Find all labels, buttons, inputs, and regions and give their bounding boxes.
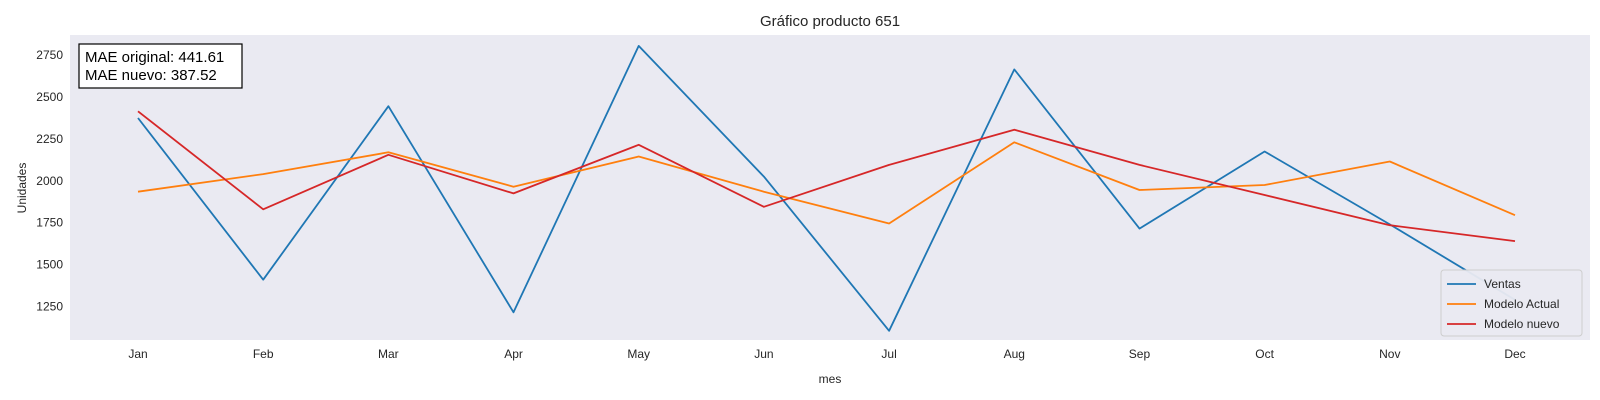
y-tick-label: 2250 <box>36 132 63 146</box>
x-tick-label: Jan <box>128 347 147 361</box>
x-tick-label: Nov <box>1379 347 1400 361</box>
x-tick-label: Aug <box>1004 347 1025 361</box>
legend: Ventas Modelo Actual Modelo nuevo <box>1440 269 1583 337</box>
series-line-ventas <box>137 45 1516 332</box>
x-tick-labels: Jan Feb Mar Apr May Jun Jul Aug Sep Oct Nov Dec <box>128 347 1525 361</box>
y-axis-label: Unidades <box>15 163 29 214</box>
series-line-modelo-nuevo <box>137 110 1516 242</box>
x-axis-label: mes <box>819 372 842 386</box>
chart-title: Gráfico producto 651 <box>760 13 900 30</box>
series-lines <box>137 45 1516 332</box>
mae-original-text: MAE original: 441.61 <box>85 49 224 66</box>
mae-annotation-box: MAE original: 441.61 MAE nuevo: 387.52 <box>78 43 243 89</box>
series-line-modelo-actual <box>137 141 1516 225</box>
x-tick-label: Jul <box>881 347 896 361</box>
y-tick-label: 2500 <box>36 90 63 104</box>
y-tick-label: 2000 <box>36 174 63 188</box>
x-tick-label: Sep <box>1129 347 1151 361</box>
mae-nuevo-text: MAE nuevo: 387.52 <box>85 67 217 84</box>
y-tick-label: 1250 <box>36 299 63 313</box>
plot-area <box>70 35 1590 340</box>
x-tick-label: Oct <box>1255 347 1274 361</box>
legend-label: Modelo nuevo <box>1484 317 1560 331</box>
legend-label: Ventas <box>1484 277 1521 291</box>
x-tick-label: Feb <box>253 347 274 361</box>
x-tick-label: Jun <box>754 347 773 361</box>
x-tick-label: May <box>627 347 650 361</box>
x-tick-label: Dec <box>1504 347 1525 361</box>
x-tick-label: Apr <box>504 347 523 361</box>
y-tick-label: 1500 <box>36 258 63 272</box>
y-tick-label: 1750 <box>36 216 63 230</box>
legend-label: Modelo Actual <box>1484 297 1559 311</box>
y-tick-labels: 1250 1500 1750 2000 2250 2500 2750 <box>36 48 63 313</box>
y-tick-label: 2750 <box>36 48 63 62</box>
x-tick-label: Mar <box>378 347 399 361</box>
